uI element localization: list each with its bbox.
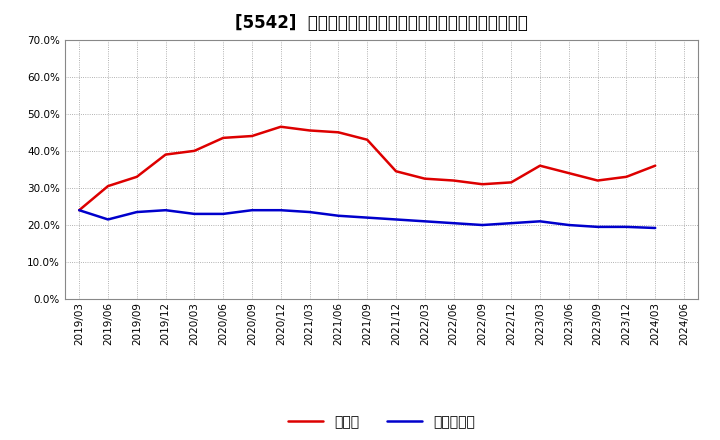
現預金 [478, 182, 487, 187]
現預金 [449, 178, 458, 183]
現預金 [276, 124, 285, 129]
現預金 [161, 152, 170, 157]
有利子負債 [507, 220, 516, 226]
有利子負債 [305, 209, 314, 215]
現預金 [104, 183, 112, 189]
現預金 [219, 135, 228, 140]
有利子負債 [622, 224, 631, 230]
現預金 [622, 174, 631, 180]
有利子負債 [161, 208, 170, 213]
有利子負債 [334, 213, 343, 218]
有利子負債 [190, 211, 199, 216]
現預金 [536, 163, 544, 169]
有利子負債 [392, 217, 400, 222]
有利子負債 [276, 208, 285, 213]
Legend: 現預金, 有利子負債: 現預金, 有利子負債 [289, 415, 474, 429]
有利子負債 [564, 222, 573, 227]
有利子負債 [478, 222, 487, 227]
現預金 [593, 178, 602, 183]
有利子負債 [132, 209, 141, 215]
現預金 [305, 128, 314, 133]
有利子負債 [420, 219, 429, 224]
現預金 [507, 180, 516, 185]
有利子負債 [363, 215, 372, 220]
有利子負債 [248, 208, 256, 213]
有利子負債 [449, 220, 458, 226]
有利子負債 [536, 219, 544, 224]
現預金 [363, 137, 372, 143]
現預金 [334, 130, 343, 135]
有利子負債 [75, 208, 84, 213]
現預金 [564, 170, 573, 176]
現預金 [190, 148, 199, 154]
現預金 [392, 169, 400, 174]
有利子負債 [104, 217, 112, 222]
現預金 [248, 133, 256, 139]
現預金 [651, 163, 660, 169]
有利子負債 [651, 225, 660, 231]
Line: 現預金: 現預金 [79, 127, 655, 210]
Title: [5542]  現預金、有利子負債の総資産に対する比率の推移: [5542] 現預金、有利子負債の総資産に対する比率の推移 [235, 15, 528, 33]
Line: 有利子負債: 有利子負債 [79, 210, 655, 228]
現預金 [75, 208, 84, 213]
有利子負債 [219, 211, 228, 216]
有利子負債 [593, 224, 602, 230]
現預金 [132, 174, 141, 180]
現預金 [420, 176, 429, 181]
